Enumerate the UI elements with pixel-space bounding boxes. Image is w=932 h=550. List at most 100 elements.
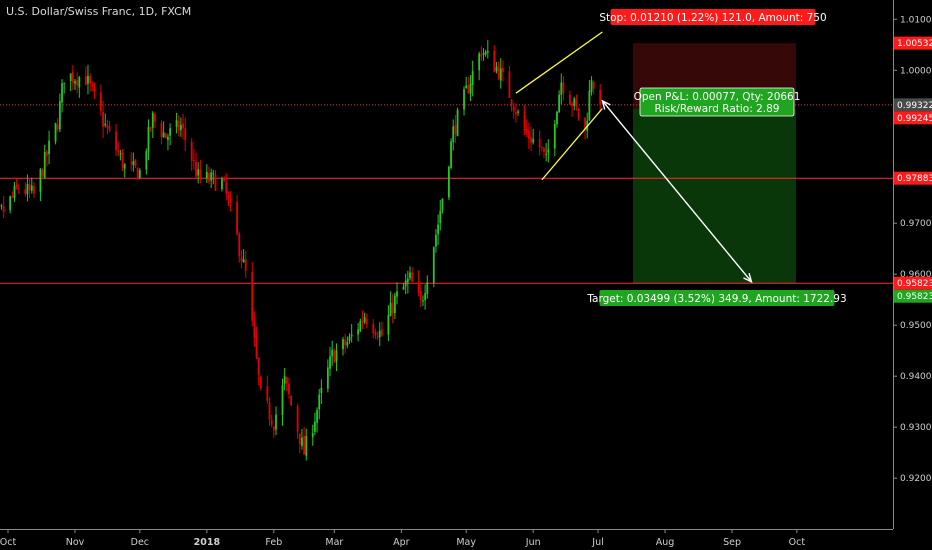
candle bbox=[78, 75, 81, 98]
candle-body bbox=[381, 329, 383, 336]
candle bbox=[93, 82, 96, 99]
stop-label: Stop: 0.01210 (1.22%) 121.0, Amount: 750 bbox=[599, 9, 827, 25]
candle bbox=[435, 229, 437, 253]
candle-body bbox=[435, 234, 437, 247]
candle bbox=[517, 109, 519, 116]
stop-label-box bbox=[610, 9, 816, 25]
candle bbox=[11, 191, 14, 199]
candle bbox=[305, 428, 308, 461]
candle bbox=[164, 133, 167, 139]
candle bbox=[199, 159, 202, 184]
candle bbox=[348, 333, 351, 344]
candle-body bbox=[575, 99, 578, 108]
candle bbox=[259, 375, 262, 391]
time-tick-label: Aug bbox=[656, 537, 675, 548]
candle bbox=[17, 184, 20, 195]
candle bbox=[177, 115, 180, 137]
candle-body bbox=[162, 132, 165, 138]
candle-body bbox=[123, 164, 126, 169]
candle-body bbox=[374, 331, 377, 336]
candle bbox=[495, 62, 498, 74]
candle-body bbox=[257, 358, 260, 375]
candle-body bbox=[391, 303, 394, 314]
candle-body bbox=[192, 159, 195, 161]
candle-body bbox=[138, 170, 141, 178]
time-tick-label: Apr bbox=[393, 537, 410, 548]
price-label-level: 0.97883 bbox=[894, 171, 932, 185]
candle bbox=[154, 111, 156, 129]
candle bbox=[553, 119, 556, 157]
candle-body bbox=[259, 376, 262, 388]
candle bbox=[393, 292, 396, 320]
candle-body bbox=[13, 186, 16, 199]
candle-body bbox=[253, 321, 256, 338]
candle-body bbox=[359, 320, 362, 331]
candle-body bbox=[480, 54, 483, 57]
candle-body bbox=[331, 349, 334, 357]
candle-body bbox=[76, 80, 79, 86]
candle-body bbox=[270, 420, 273, 425]
candle bbox=[175, 112, 178, 134]
candle-body bbox=[454, 125, 457, 135]
candle bbox=[119, 149, 122, 161]
candle-body bbox=[517, 111, 519, 113]
candle-body bbox=[378, 330, 381, 338]
candle bbox=[298, 433, 301, 454]
candle-body bbox=[510, 99, 513, 106]
candle-body bbox=[43, 151, 46, 178]
candle-body bbox=[393, 295, 396, 314]
candle bbox=[560, 73, 563, 105]
time-tick-label: Oct bbox=[789, 537, 806, 548]
candle bbox=[24, 182, 27, 197]
candle-body bbox=[272, 426, 275, 431]
candle bbox=[58, 93, 61, 133]
candle-body bbox=[71, 71, 74, 83]
time-tick-label: 2018 bbox=[194, 537, 221, 548]
candle-body bbox=[387, 315, 390, 335]
candle bbox=[448, 165, 450, 201]
candle bbox=[149, 126, 152, 133]
time-tick-label: Jul bbox=[591, 537, 603, 548]
candle-body bbox=[145, 151, 148, 170]
candle bbox=[132, 152, 135, 172]
candle-body bbox=[402, 286, 405, 290]
candle bbox=[497, 61, 500, 81]
candle-body bbox=[154, 114, 156, 122]
candle-body bbox=[419, 290, 422, 301]
candle bbox=[167, 134, 169, 151]
candle bbox=[463, 86, 465, 116]
candle bbox=[452, 119, 455, 151]
candle-body bbox=[450, 141, 452, 168]
candle bbox=[290, 395, 293, 407]
candle bbox=[439, 199, 442, 231]
candle-body bbox=[311, 433, 314, 438]
candle bbox=[229, 191, 232, 212]
time-tick-label: Sep bbox=[723, 537, 741, 548]
position-notes: Stop: 0.01210 (1.22%) 121.0, Amount: 750… bbox=[586, 9, 847, 306]
candle-body bbox=[69, 73, 72, 82]
candle bbox=[134, 159, 137, 168]
candle bbox=[244, 250, 247, 278]
candle bbox=[493, 45, 496, 73]
candle bbox=[346, 336, 349, 349]
candle bbox=[195, 152, 197, 178]
candle bbox=[106, 119, 109, 135]
candle bbox=[376, 331, 379, 340]
candle-body bbox=[502, 67, 504, 73]
candle bbox=[104, 113, 107, 128]
candle-body bbox=[255, 336, 258, 358]
candle bbox=[270, 414, 273, 428]
candle bbox=[314, 412, 316, 436]
candle bbox=[588, 80, 591, 122]
candle bbox=[465, 76, 468, 89]
candle-body bbox=[242, 259, 245, 263]
candle-body bbox=[208, 173, 210, 182]
candle-body bbox=[100, 92, 102, 112]
candle-body bbox=[266, 386, 269, 401]
